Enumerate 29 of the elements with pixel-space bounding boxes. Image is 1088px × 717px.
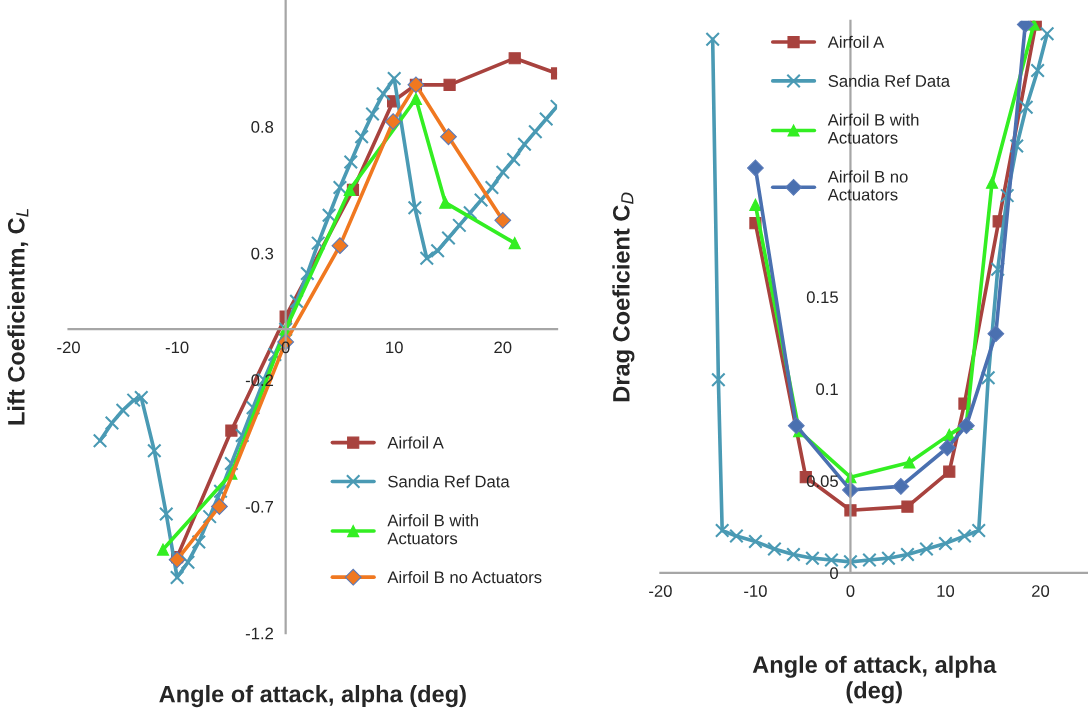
y-axis-title: Lift Coeficientm, C$_{L}$	[7, 208, 29, 425]
x-tick-label: -20	[649, 585, 672, 597]
legend-label: Airfoil A	[387, 436, 444, 449]
x-tick-label: 10	[386, 341, 403, 354]
legend-label: Airfoil B no Actuators	[827, 170, 908, 201]
x-tick-label: 20	[1032, 585, 1050, 597]
x-tick-label: 20	[494, 341, 512, 354]
x-tick-label: -20	[57, 341, 80, 354]
legend-label: Sandia Ref Data	[828, 74, 951, 87]
y-tick-label: 0.8	[251, 121, 274, 133]
y-tick-label: -1.2	[245, 627, 274, 640]
x-tick-label: 10	[937, 585, 955, 597]
x-axis-title: Angle of attack, alpha (deg)	[159, 685, 466, 708]
x-axis-title: Angle of attack, alpha (deg)	[752, 655, 997, 704]
y-axis-title: Drag Coeficient C$_{D}$	[612, 192, 635, 402]
y-tick-label: 0.1	[816, 383, 838, 396]
y-tick-label: 0	[830, 567, 838, 580]
legend-label: Airfoil B with Actuators	[827, 113, 919, 144]
y-tick-label: 0.15	[806, 291, 838, 304]
legend-label: Airfoil A	[827, 35, 885, 49]
x-tick-label: -10	[744, 585, 767, 597]
y-tick-label: 0.3	[251, 247, 274, 260]
y-tick-label: -0.2	[245, 374, 274, 387]
legend-label: Airfoil B with Actuators	[387, 514, 478, 545]
x-tick-label: -10	[165, 341, 189, 354]
legend-label: Sandia Ref Data	[388, 475, 510, 488]
x-tick-label: 0	[846, 585, 855, 597]
legend-label: Airfoil B no Actuators	[387, 570, 542, 584]
y-tick-label: -0.7	[245, 500, 274, 513]
